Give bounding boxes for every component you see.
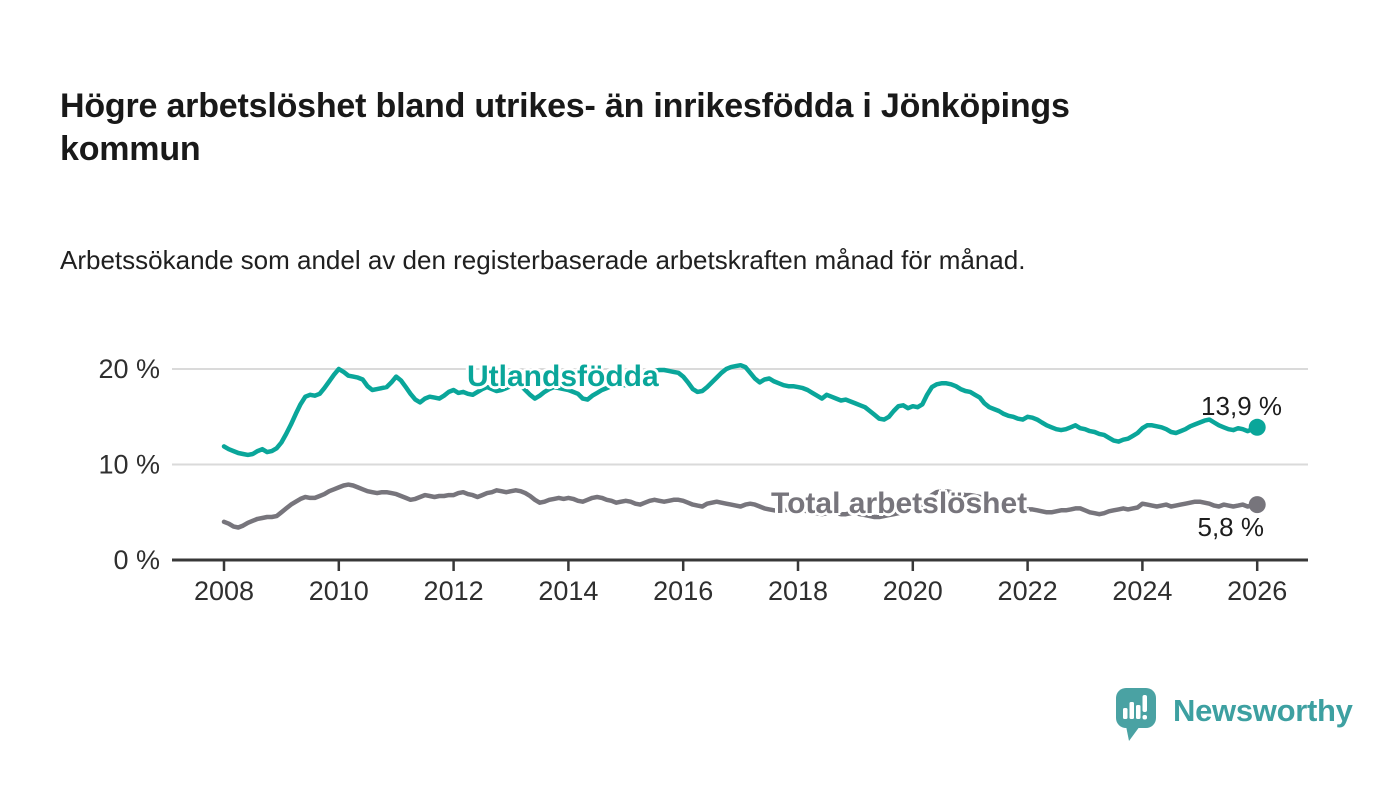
x-tick-label: 2010	[309, 576, 369, 606]
chart-subtitle: Arbetssökande som andel av den registerb…	[60, 245, 1026, 275]
newsworthy-logo: Newsworthy	[1114, 686, 1353, 742]
y-tick-label: 20 %	[98, 354, 160, 384]
x-tick-label: 2014	[538, 576, 598, 606]
series-label-total-arbetsloshet: Total arbetslöshet	[771, 487, 1028, 520]
series-end-dot-total	[1248, 496, 1266, 514]
x-tick-label: 2012	[424, 576, 484, 606]
y-tick-label: 10 %	[98, 450, 160, 480]
x-tick-label: 2026	[1227, 576, 1287, 606]
series-end-dot-utlandsfodda	[1248, 418, 1266, 436]
end-value-total: 5,8 %	[1197, 512, 1265, 542]
end-value-utlandsfodda: 13,9 %	[1201, 391, 1282, 421]
x-tick-label: 2024	[1112, 576, 1172, 606]
series-label-utlandsfodda: Utlandsfödda	[467, 360, 659, 393]
x-tick-label: 2022	[998, 576, 1058, 606]
brand-text: Newsworthy	[1173, 693, 1353, 728]
y-tick-label: 0 %	[113, 545, 160, 575]
x-tick-label: 2020	[883, 576, 943, 606]
series-line-utlandsfodda	[221, 362, 1260, 458]
page-title: Högre arbetslöshet bland utrikes- än inr…	[60, 86, 1070, 169]
x-tick-label: 2018	[768, 576, 828, 606]
x-tick-label: 2008	[194, 576, 254, 606]
newsworthy-logo-icon	[1116, 688, 1156, 741]
x-tick-label: 2016	[653, 576, 713, 606]
series-line-total	[221, 482, 1260, 530]
